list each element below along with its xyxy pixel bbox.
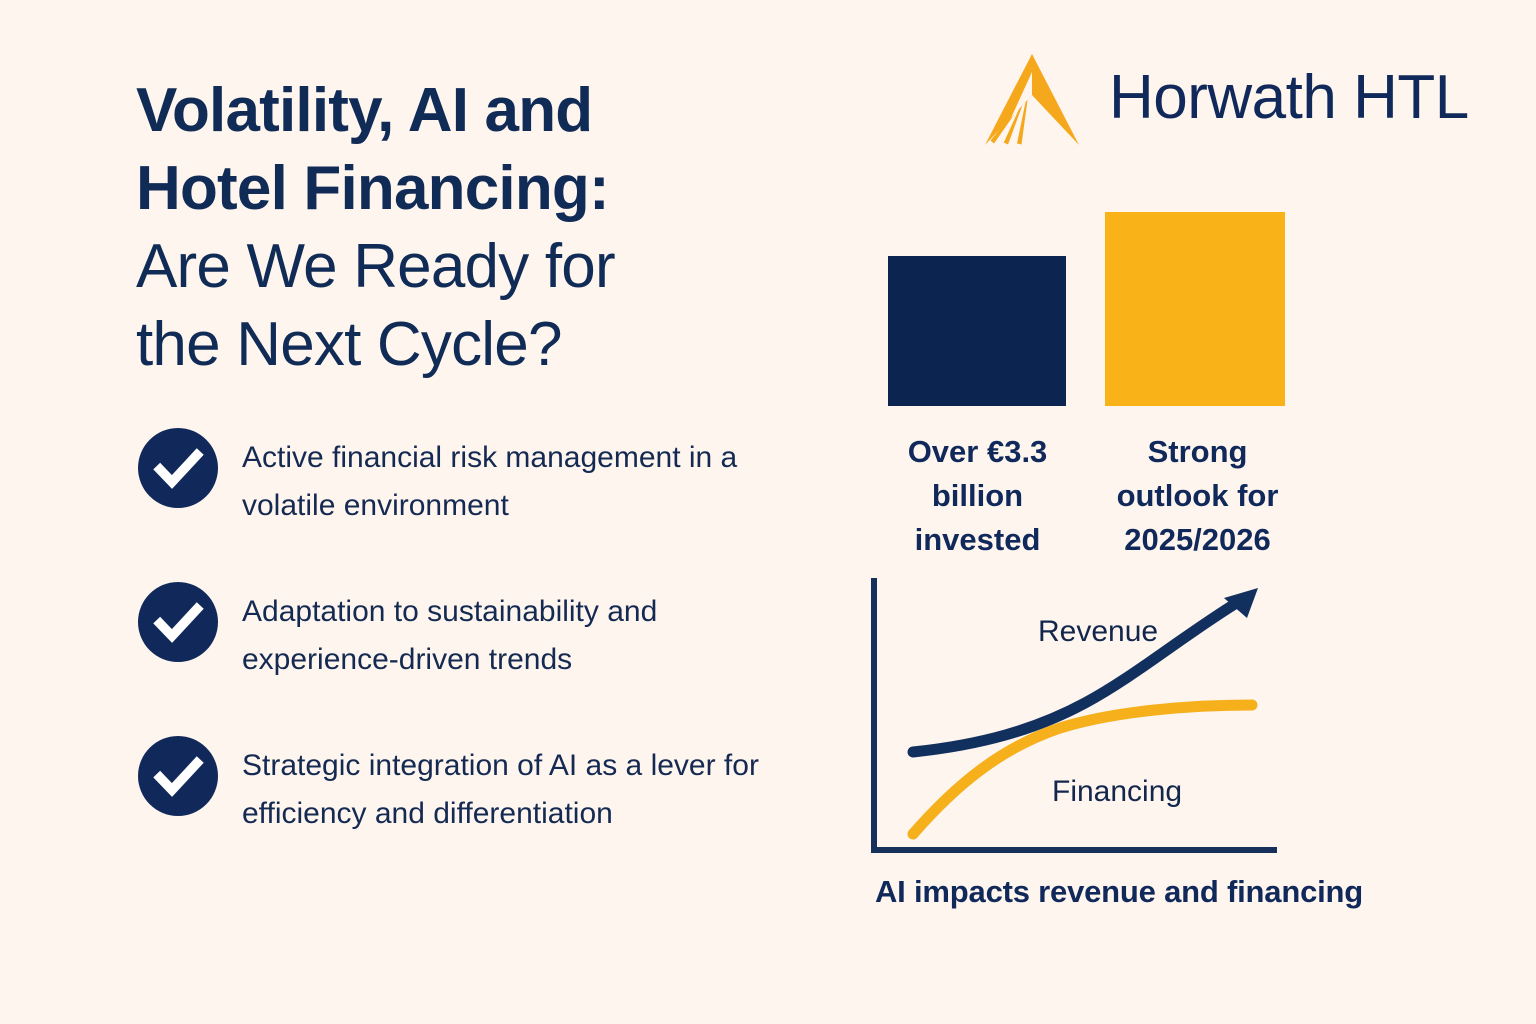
headline-line-4: the Next Cycle? bbox=[136, 310, 562, 379]
check-circle-icon bbox=[138, 582, 218, 662]
list-item: Strategic integration of AI as a lever f… bbox=[138, 736, 838, 838]
stat-label-outlook: Strong outlook for 2025/2026 bbox=[1116, 434, 1279, 557]
line-chart bbox=[860, 572, 1290, 862]
chart-caption: AI impacts revenue and financing bbox=[875, 874, 1363, 909]
chart-axes bbox=[871, 578, 1277, 853]
chart-label-revenue: Revenue bbox=[1038, 615, 1159, 648]
chart-series-financing bbox=[907, 699, 1258, 840]
stat-block-gold bbox=[1105, 212, 1285, 406]
headline-line-2: Hotel Financing: bbox=[136, 154, 610, 223]
horwath-peak-logo-icon bbox=[975, 48, 1087, 148]
page-title: Volatility, AI and Hotel Financing: Are … bbox=[136, 72, 796, 384]
brand-logo: Horwath HTL bbox=[975, 48, 1469, 148]
check-circle-icon bbox=[138, 736, 218, 816]
stat-label-investment: Over €3.3 billion invested bbox=[907, 434, 1048, 557]
brand-name: Horwath HTL bbox=[1109, 63, 1469, 132]
bullet-list: Active financial risk management in a vo… bbox=[138, 428, 838, 838]
stat-block-navy bbox=[888, 256, 1066, 406]
chart-label-financing: Financing bbox=[1052, 775, 1183, 808]
check-circle-icon bbox=[138, 428, 218, 508]
bullet-item-label: Strategic integration of AI as a lever f… bbox=[242, 749, 759, 830]
chart-arrow-head bbox=[1224, 588, 1258, 618]
headline-line-1: Volatility, AI and bbox=[136, 76, 593, 145]
list-item: Adaptation to sustainability and experie… bbox=[138, 582, 838, 684]
list-item: Active financial risk management in a vo… bbox=[138, 428, 838, 530]
headline-line-3: Are We Ready for bbox=[136, 232, 616, 301]
chart-series-revenue bbox=[907, 596, 1244, 758]
bullet-item-label: Active financial risk management in a vo… bbox=[242, 441, 738, 522]
bullet-item-label: Adaptation to sustainability and experie… bbox=[242, 595, 658, 676]
